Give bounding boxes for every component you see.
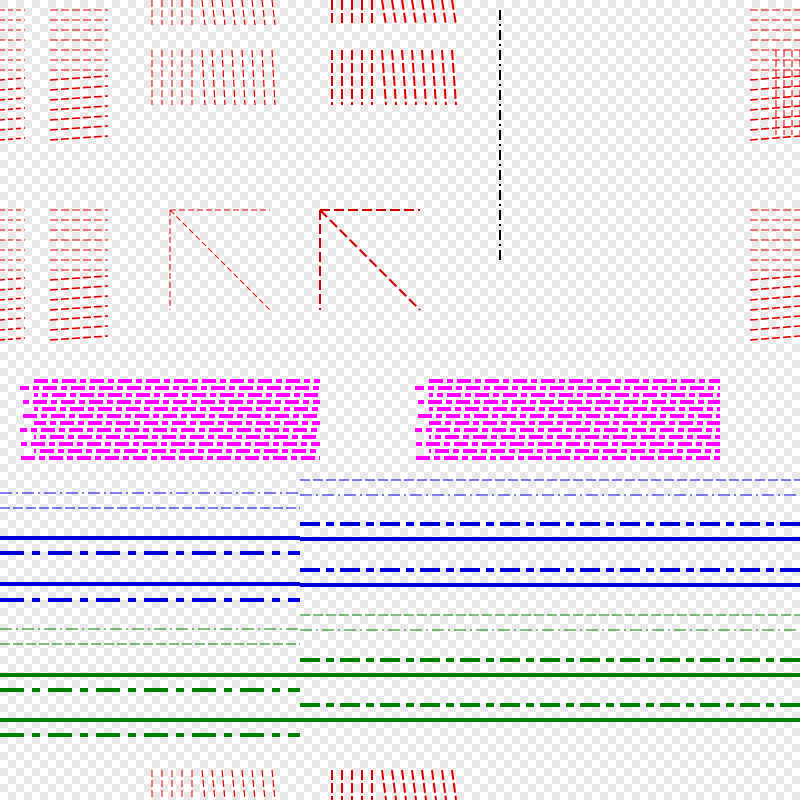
red-dashed-line (749, 315, 800, 321)
red-dashed-line (271, 0, 276, 26)
red-dashed-line (49, 105, 109, 111)
red-dashed-line (749, 275, 800, 281)
red-dashed-line (49, 135, 109, 141)
red-dashed-line (261, 0, 266, 26)
red-dashed-line (431, 49, 437, 106)
red-dashed-line (0, 77, 26, 81)
red-dashed-line (0, 137, 26, 141)
red-dashed-line (0, 297, 26, 301)
red-dashed-line (271, 769, 276, 800)
red-dashed-line (451, 769, 457, 800)
red-dashed-line (261, 769, 266, 800)
red-dashed-line (211, 0, 216, 26)
red-dashed-line (421, 769, 427, 800)
red-dashed-line (411, 49, 417, 106)
red-dashed-line (381, 49, 387, 106)
red-dashed-line (251, 0, 256, 26)
red-dashed-line (231, 49, 236, 106)
red-dashed-line (451, 0, 457, 26)
red-dashed-line (49, 305, 109, 311)
red-dashed-line (0, 307, 26, 311)
red-dashed-line (749, 85, 800, 91)
red-dashed-line (421, 0, 427, 26)
red-dashed-line (749, 115, 800, 121)
red-dashed-line (251, 49, 256, 106)
red-dashed-line (381, 0, 387, 26)
red-dashed-line (0, 287, 26, 291)
red-dashed-line (231, 769, 236, 800)
red-dashed-line (0, 317, 26, 321)
red-dashed-line (271, 49, 276, 106)
red-dashed-line (431, 0, 437, 26)
red-dashed-line (431, 769, 437, 800)
red-dashed-line (749, 125, 800, 131)
red-dashed-line (749, 285, 800, 291)
red-dashed-line (381, 769, 387, 800)
red-dashed-line (749, 305, 800, 311)
red-dashed-line (0, 327, 26, 331)
red-dashed-line (49, 315, 109, 321)
red-dashed-line (451, 49, 457, 106)
red-dashed-line (749, 325, 800, 331)
red-dashed-line (441, 49, 447, 106)
red-dashed-line (391, 769, 397, 800)
red-dashed-line (231, 0, 236, 26)
red-dashed-line (261, 49, 266, 106)
red-dashed-line (411, 769, 417, 800)
red-dashed-line (441, 769, 447, 800)
red-dashed-line (211, 769, 216, 800)
red-dashed-line (0, 107, 26, 111)
thick-diagonal-shape (319, 209, 421, 311)
red-dashed-line (221, 0, 226, 26)
red-dashed-line (49, 85, 109, 91)
red-dashed-line (49, 125, 109, 131)
red-dashed-line (0, 127, 26, 131)
red-dashed-line (749, 295, 800, 301)
red-dashed-line (401, 0, 407, 26)
red-dashed-line (221, 769, 226, 800)
red-dashed-line (49, 295, 109, 301)
red-dashed-line (49, 325, 109, 331)
red-dashed-line (749, 95, 800, 101)
red-dashed-line (749, 135, 800, 141)
red-dashed-line (391, 49, 397, 106)
red-dashed-line (411, 0, 417, 26)
red-dashed-line (49, 95, 109, 101)
red-dashed-line (251, 769, 256, 800)
red-dashed-line (401, 769, 407, 800)
red-dashed-line (49, 275, 109, 281)
red-dashed-line (241, 49, 246, 106)
red-dashed-line (401, 49, 407, 106)
red-dashed-line (201, 0, 206, 26)
red-dashed-line (749, 335, 800, 341)
red-dashed-line (241, 769, 246, 800)
red-dashed-line (749, 75, 800, 81)
red-dashed-line (391, 0, 397, 26)
red-dashed-line (49, 75, 109, 81)
red-dashed-line (441, 0, 447, 26)
red-dashed-line (201, 769, 206, 800)
red-dashed-line (49, 285, 109, 291)
thin-diagonal-shape (169, 209, 271, 311)
red-dashed-line (0, 87, 26, 91)
red-dashed-line (0, 277, 26, 281)
red-dashed-line (0, 337, 26, 341)
red-dashed-line (49, 335, 109, 341)
red-dashed-line (49, 115, 109, 121)
red-dashed-line (241, 0, 246, 26)
red-dashed-line (201, 49, 206, 106)
red-dashed-line (211, 49, 216, 106)
red-dashed-line (749, 105, 800, 111)
red-dashed-line (421, 49, 427, 106)
red-dashed-line (0, 117, 26, 121)
red-dashed-line (221, 49, 226, 106)
red-dashed-line (0, 97, 26, 101)
